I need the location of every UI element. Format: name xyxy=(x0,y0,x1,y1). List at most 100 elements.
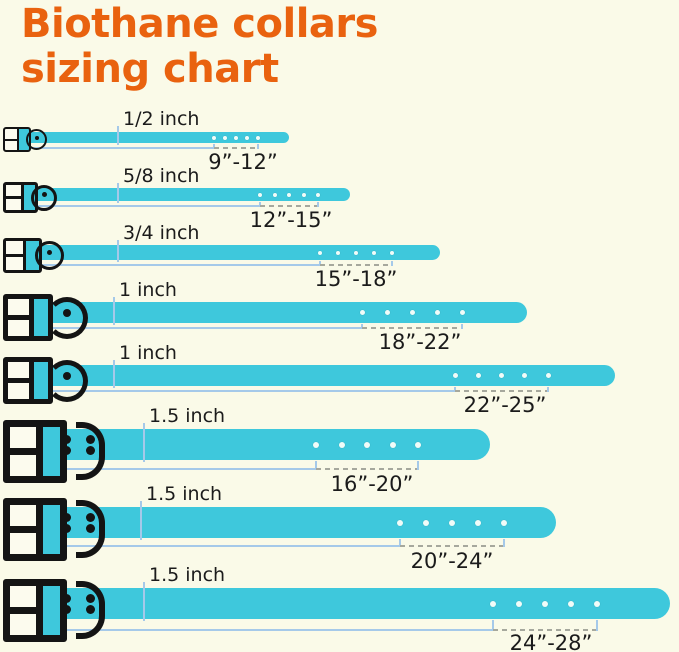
width-tick xyxy=(140,501,142,540)
buckle-left-cell xyxy=(8,362,29,399)
buckle-pin-hole xyxy=(42,192,47,197)
punch-hole xyxy=(460,310,465,315)
buckle-dring-icon xyxy=(76,581,105,639)
punch-hole xyxy=(318,251,322,255)
punch-hole xyxy=(385,310,390,315)
punch-hole xyxy=(490,601,496,607)
bracket-start-tick xyxy=(315,461,317,470)
punch-hole xyxy=(501,520,507,526)
bracket-dash xyxy=(320,264,392,266)
punch-hole xyxy=(390,442,396,448)
width-tick xyxy=(143,423,145,462)
width-label: 1.5 inch xyxy=(149,405,226,427)
punch-hole xyxy=(258,193,262,197)
buckle-strap-loop xyxy=(43,505,60,554)
buckle-left-cell xyxy=(6,185,22,210)
punch-hole xyxy=(302,193,306,197)
width-tick xyxy=(117,126,119,145)
collar-strap xyxy=(5,132,289,143)
buckle-center-bar xyxy=(8,378,29,383)
punch-hole xyxy=(372,251,376,255)
buckle-strap-loop xyxy=(33,362,48,399)
buckle-pin-hole xyxy=(47,250,52,255)
collar-strap xyxy=(5,302,527,323)
buckle-strap-loop xyxy=(24,185,35,210)
bracket-line xyxy=(4,327,362,329)
width-label: 1 inch xyxy=(119,342,177,364)
buckle-rivet xyxy=(62,524,71,533)
punch-hole xyxy=(234,136,238,140)
width-label: 1 inch xyxy=(119,279,177,301)
buckle-pin-hole xyxy=(63,309,71,317)
buckle-ring-icon xyxy=(31,185,57,211)
bracket-line xyxy=(4,264,320,266)
collar-strap xyxy=(5,188,350,201)
collar-strap xyxy=(5,588,670,619)
width-label: 3/4 inch xyxy=(123,222,200,244)
punch-hole xyxy=(415,442,421,448)
width-label: 1.5 inch xyxy=(149,564,226,586)
buckle-rivet xyxy=(62,435,71,444)
buckle-center-bar xyxy=(10,526,36,533)
buckle-pin-hole xyxy=(63,372,71,380)
buckle-rivet xyxy=(62,594,71,603)
punch-hole xyxy=(364,442,370,448)
bracket-line xyxy=(4,390,455,392)
width-tick xyxy=(117,183,119,203)
bracket-end-tick xyxy=(547,387,549,392)
bracket-dash xyxy=(493,629,597,631)
buckle-rivet xyxy=(86,446,95,455)
bracket-start-tick xyxy=(319,261,321,266)
collar-strap xyxy=(5,365,615,386)
buckle-center-bar xyxy=(8,315,29,320)
bracket-dash xyxy=(214,147,258,149)
buckle-left-cell xyxy=(10,505,36,554)
buckle-rivet xyxy=(62,446,71,455)
bracket-line xyxy=(4,205,260,207)
buckle-left-cell xyxy=(8,299,29,336)
page-title-line1: Biothane collars xyxy=(21,1,378,47)
buckle-strap-loop xyxy=(19,129,29,150)
buckle-dring-icon xyxy=(76,500,105,558)
buckle-ring-icon xyxy=(26,129,47,150)
buckle-center-bar xyxy=(10,607,36,614)
buckle-strap-loop xyxy=(43,586,60,635)
buckle-left-cell xyxy=(10,427,36,476)
buckle-rivet xyxy=(62,513,71,522)
size-range-label: 9”-12” xyxy=(208,150,278,174)
bracket-dash xyxy=(455,390,548,392)
punch-hole xyxy=(339,442,345,448)
buckle-dring-icon xyxy=(46,297,88,339)
bracket-end-tick xyxy=(461,324,463,329)
punch-hole xyxy=(568,601,574,607)
bracket-start-tick xyxy=(213,144,215,149)
buckle-strap-loop xyxy=(33,299,48,336)
bracket-end-tick xyxy=(257,144,259,149)
punch-hole xyxy=(594,601,600,607)
buckle-dring-icon xyxy=(76,422,105,480)
buckle-center-bar xyxy=(10,448,36,455)
buckle-frame xyxy=(3,294,53,341)
punch-hole xyxy=(522,373,527,378)
width-tick xyxy=(113,297,115,325)
width-label: 1.5 inch xyxy=(146,483,223,505)
punch-hole xyxy=(212,136,216,140)
width-label: 1/2 inch xyxy=(123,108,200,130)
bracket-start-tick xyxy=(399,539,401,547)
bracket-line xyxy=(4,147,214,149)
bracket-end-tick xyxy=(596,620,598,631)
punch-hole xyxy=(475,520,481,526)
bracket-line xyxy=(4,629,493,631)
punch-hole xyxy=(410,310,415,315)
buckle-frame xyxy=(3,357,53,404)
punch-hole xyxy=(476,373,481,378)
bracket-end-tick xyxy=(417,461,419,470)
buckle-rivet xyxy=(86,594,95,603)
buckle-frame xyxy=(3,498,67,561)
punch-hole xyxy=(223,136,227,140)
page-title: Biothane collars sizing chart xyxy=(21,2,378,92)
bracket-end-tick xyxy=(503,539,505,547)
size-range-label: 20”-24” xyxy=(410,549,494,573)
buckle-rivet xyxy=(86,435,95,444)
punch-hole xyxy=(542,601,548,607)
